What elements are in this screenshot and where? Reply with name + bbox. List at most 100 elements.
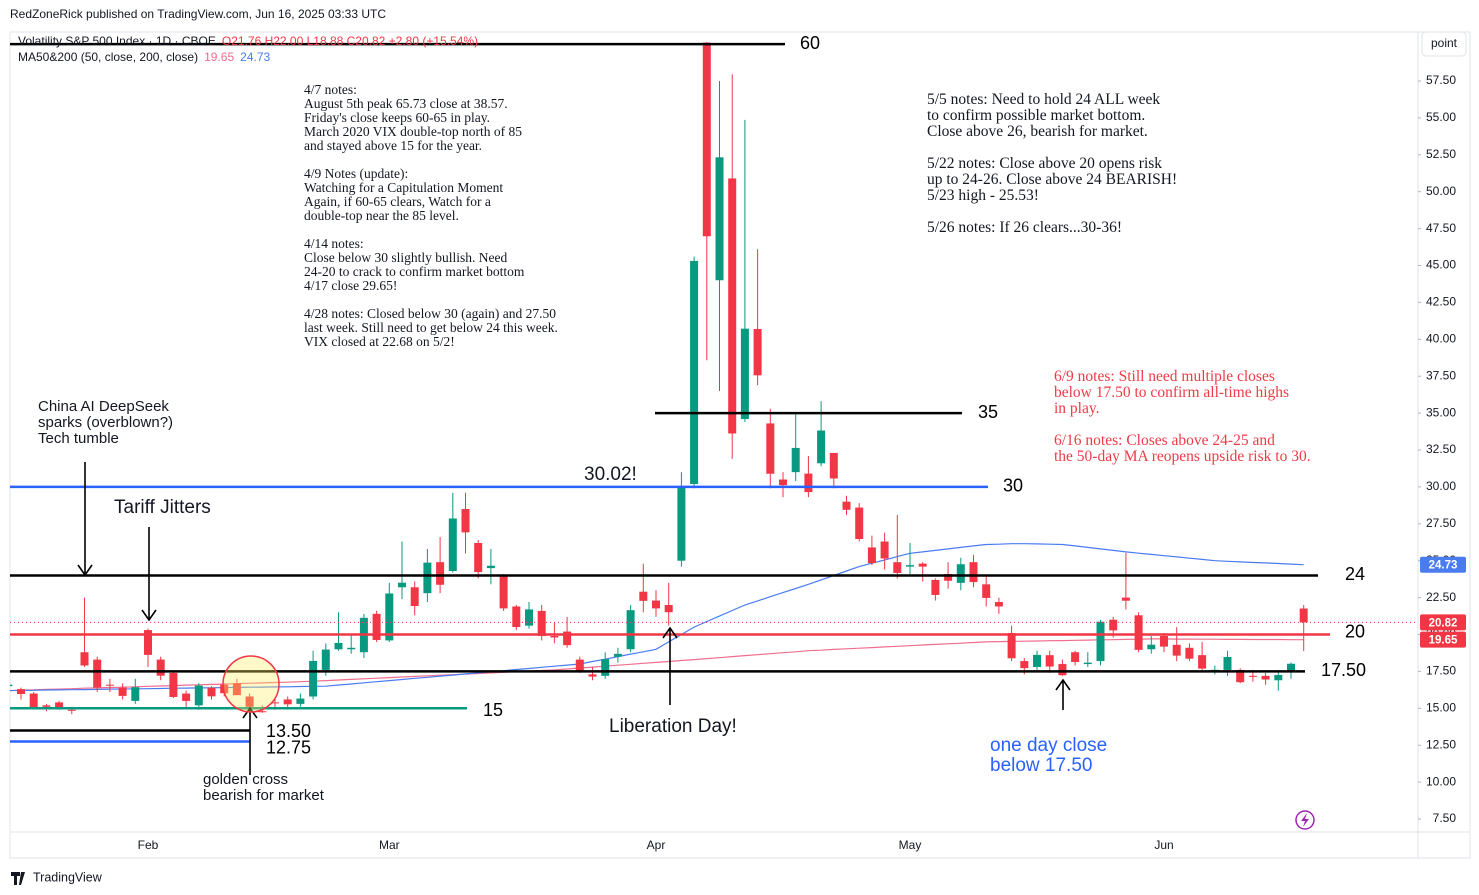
candle-body <box>1045 655 1054 667</box>
candle-body <box>613 653 622 657</box>
price-tag <box>1420 614 1466 631</box>
arrow-head <box>662 626 678 639</box>
candle-body <box>436 562 445 585</box>
brand-logo <box>11 872 25 885</box>
y-tick-label: 22.50 <box>1426 590 1456 604</box>
candle-body <box>880 541 889 559</box>
candle-body <box>512 606 521 627</box>
candle-body <box>1147 644 1156 650</box>
candle-body <box>1033 654 1041 667</box>
candle-body <box>486 565 495 569</box>
candle-body <box>10 684 13 687</box>
candle-body <box>385 593 394 641</box>
indicator-name: MA50&200 (50, close, 200, close) <box>18 50 198 64</box>
y-tick-label: 10.00 <box>1426 774 1456 788</box>
x-tick-label: Mar <box>379 838 400 852</box>
candle-body <box>194 685 203 706</box>
candle-body <box>728 178 737 434</box>
candle-body <box>245 696 254 707</box>
ohlc-values: O21.76 H22.00 L18.88 C20.82 +2.80 (+15.5… <box>222 34 478 48</box>
candle-body <box>779 479 787 486</box>
candle-body <box>410 587 419 607</box>
annotation: 6/9 notes: Still need multiple closes be… <box>1054 368 1311 465</box>
candle-body <box>677 486 686 561</box>
candle-body <box>1134 615 1143 650</box>
published-line: RedZoneRick published on TradingView.com… <box>10 7 386 21</box>
candle-body <box>334 642 343 650</box>
candle-body <box>537 610 546 636</box>
level-label: 35 <box>978 402 998 422</box>
indicator-legend: MA50&200 (50, close, 200, close) 19.65 24.… <box>18 50 270 64</box>
y-tick-label: 50.00 <box>1426 184 1456 198</box>
annotation: golden cross bearish for market <box>203 771 324 804</box>
y-tick-label: 47.50 <box>1426 221 1456 235</box>
level-label: 60 <box>800 33 820 53</box>
candle-body <box>105 684 114 686</box>
candle-body <box>956 564 965 583</box>
y-tick-label: 17.50 <box>1426 664 1456 678</box>
candle-body <box>1020 661 1029 669</box>
candle-body <box>931 579 940 595</box>
candle-body <box>766 423 775 474</box>
candle-body <box>867 547 876 564</box>
candle-body <box>1185 647 1194 659</box>
candle-body <box>118 687 127 696</box>
candle-body <box>906 565 914 567</box>
candle-body <box>1109 619 1118 631</box>
arrow-head <box>77 564 93 577</box>
candle-body <box>1071 652 1080 662</box>
annotation: 5/5 notes: Need to hold 24 ALL week to c… <box>927 91 1178 236</box>
y-tick-label: 35.00 <box>1426 405 1456 419</box>
y-tick-label: 15.00 <box>1426 700 1456 714</box>
candle-body <box>918 563 927 567</box>
y-tick-label: 32.50 <box>1426 442 1456 456</box>
y-tick-label: 40.00 <box>1426 331 1456 345</box>
level-label: 24 <box>1345 564 1365 584</box>
candle-body <box>309 660 318 697</box>
candle-body <box>67 709 76 711</box>
candle-body <box>258 711 267 713</box>
arrow-head <box>141 609 157 622</box>
y-tick-label: 45.00 <box>1426 258 1456 272</box>
candle-body <box>1261 675 1270 680</box>
candle-body <box>1248 675 1257 677</box>
axis-layer: 7.5010.0012.5015.0017.5020.0022.5025.002… <box>138 73 1466 852</box>
candle-body <box>144 630 152 655</box>
candle-body <box>17 689 25 694</box>
candle-body <box>525 609 533 626</box>
y-tick-label: 30.00 <box>1426 479 1456 493</box>
candle-body <box>791 447 800 473</box>
candle-body <box>474 542 483 573</box>
candle-layer <box>10 42 1308 715</box>
candle-body <box>1083 662 1092 665</box>
candle-body <box>499 575 508 609</box>
candle-body <box>626 610 635 650</box>
level-label: 15 <box>483 700 503 720</box>
y-tick-label: 52.50 <box>1426 147 1456 161</box>
price-tag <box>1420 631 1466 648</box>
candle-body <box>461 509 470 533</box>
candle-body <box>1274 674 1283 681</box>
candle-body <box>156 659 165 676</box>
price-tag-label: 19.65 <box>1429 635 1458 647</box>
arrow-head <box>242 706 258 719</box>
indicator-value: 24.73 <box>240 50 270 64</box>
point-button-label[interactable]: point <box>1431 36 1458 50</box>
alert-icon-bolt <box>1301 813 1309 827</box>
y-tick-label: 7.50 <box>1433 811 1457 825</box>
y-tick-label: 37.50 <box>1426 368 1456 382</box>
candle-body <box>220 684 229 694</box>
candle-body <box>29 693 38 708</box>
level-label: 12.75 <box>266 737 311 757</box>
symbol-name: Volatility S&P 500 Index · 1D · CBOE <box>18 34 216 48</box>
x-tick-label: Feb <box>138 838 159 852</box>
y-tick-label: 27.50 <box>1426 516 1456 530</box>
candle-body <box>1172 644 1181 656</box>
x-tick-label: Jun <box>1154 838 1173 852</box>
candle-body <box>690 260 699 484</box>
candle-body <box>93 659 102 688</box>
annotation: Liberation Day! <box>609 716 737 737</box>
candle-body <box>550 635 559 638</box>
point-button[interactable] <box>1421 31 1467 57</box>
